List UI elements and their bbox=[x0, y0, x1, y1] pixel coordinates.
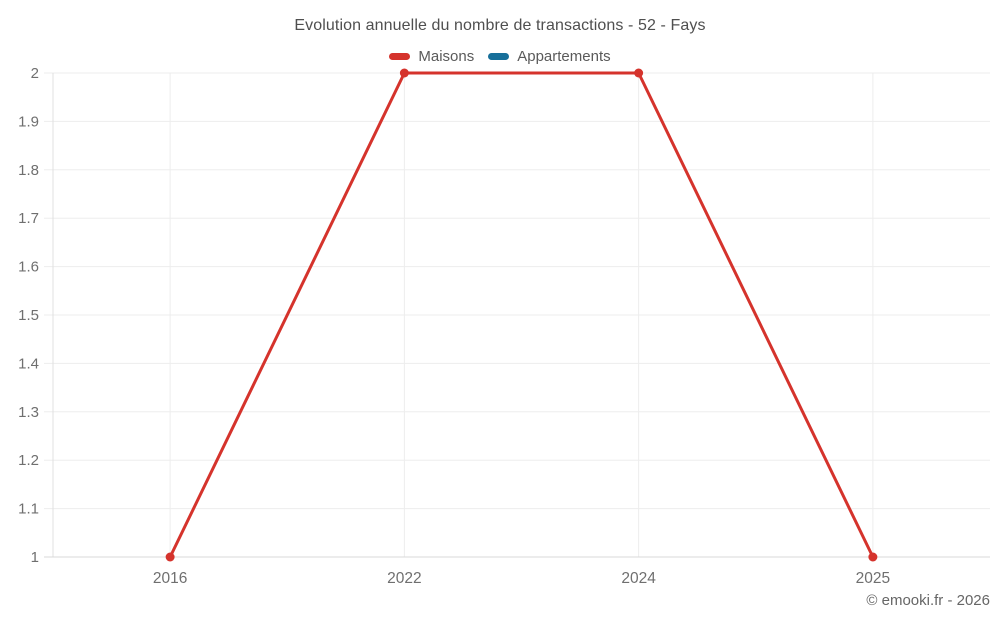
legend-item-maisons[interactable]: Maisons bbox=[389, 48, 474, 65]
y-tick-label: 2 bbox=[31, 65, 39, 82]
maisons-data-point[interactable] bbox=[399, 68, 409, 78]
x-tick-label: 2025 bbox=[856, 570, 890, 587]
maisons-line bbox=[168, 71, 875, 559]
legend-item-appartements[interactable]: Appartements bbox=[488, 47, 611, 65]
legend-label-appartements: Appartements bbox=[517, 47, 611, 65]
y-tick-label: 1 bbox=[31, 549, 39, 566]
y-tick-label: 1.5 bbox=[18, 307, 39, 324]
legend-label-maisons: Maisons bbox=[418, 47, 475, 65]
x-tick-label: 2022 bbox=[387, 570, 421, 587]
y-tick-label: 1.7 bbox=[18, 210, 39, 227]
chart-title: Evolution annuelle du nombre de transact… bbox=[294, 17, 706, 34]
x-tick-label: 2016 bbox=[153, 570, 187, 587]
maisons-data-point[interactable] bbox=[868, 552, 878, 562]
copyright-watermark: © emooki.fr - 2026 bbox=[866, 592, 990, 609]
maisons-data-point[interactable] bbox=[634, 68, 644, 78]
y-tick-label: 1.1 bbox=[18, 501, 39, 518]
y-tick-label: 1.8 bbox=[18, 162, 39, 179]
y-tick-label: 1.4 bbox=[18, 355, 39, 372]
chart-legend: Maisons Appartements bbox=[0, 46, 1000, 66]
y-tick-label: 1.2 bbox=[18, 452, 39, 469]
y-tick-label: 1.6 bbox=[18, 259, 39, 276]
x-tick-label: 2024 bbox=[621, 570, 656, 587]
maisons-series-swatch-icon bbox=[389, 52, 411, 60]
maisons-data-point[interactable] bbox=[165, 552, 175, 562]
y-tick-label: 1.3 bbox=[18, 404, 39, 421]
y-tick-label: 1.9 bbox=[18, 113, 39, 130]
appartements-series-swatch-icon bbox=[488, 52, 510, 60]
